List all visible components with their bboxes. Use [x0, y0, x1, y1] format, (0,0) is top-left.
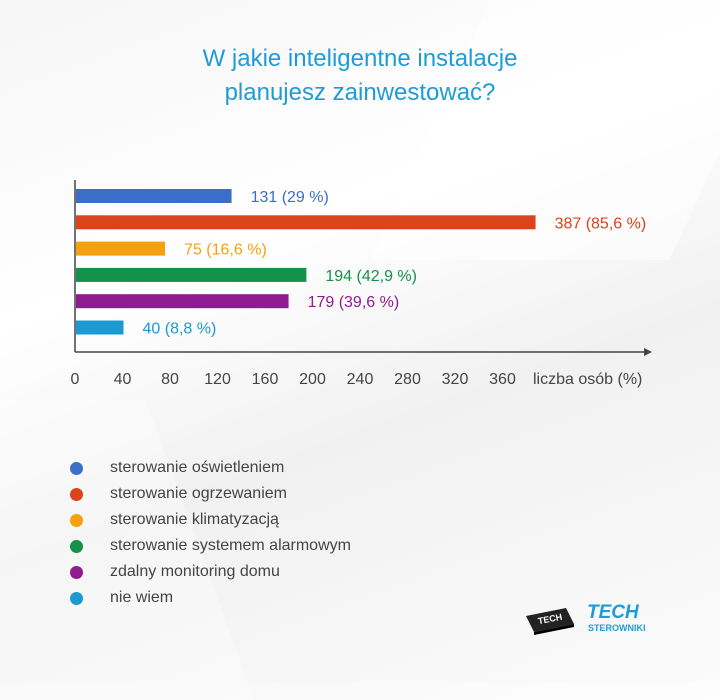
legend-label: zdalny monitoring domu — [110, 563, 280, 580]
x-tick-label: 360 — [489, 371, 516, 388]
x-tick-label: 280 — [394, 371, 421, 388]
legend-item: sterowanie oświetleniem — [70, 455, 351, 481]
chart-title-line-1: W jakie inteligentne instalacje — [202, 45, 518, 72]
legend-color-dot — [70, 591, 83, 605]
chip-icon: TECH — [526, 608, 574, 635]
bar-4 — [76, 294, 289, 309]
chip-text: TECH — [537, 612, 563, 626]
legend-item: zdalny monitoring domu — [70, 559, 351, 585]
legend-item: sterowanie systemem alarmowym — [70, 533, 351, 559]
x-axis-arrow — [644, 348, 652, 356]
x-tick-label: 80 — [161, 371, 179, 388]
bar-value-label-5: 40 (8,8 %) — [143, 321, 217, 338]
legend-color-dot — [70, 487, 83, 501]
legend-label: sterowanie klimatyzacją — [110, 511, 279, 528]
bar-value-label-2: 75 (16,6 %) — [184, 242, 267, 259]
bar-2 — [76, 241, 166, 256]
legend-color-dot — [70, 513, 83, 527]
legend: sterowanie oświetleniem sterowanie ogrzew… — [70, 455, 351, 611]
bar-value-label-3: 194 (42,9 %) — [325, 268, 417, 285]
x-tick-label: 120 — [204, 371, 231, 388]
chart-title: W jakie inteligentne instalacje planujes… — [0, 42, 720, 110]
bars-group — [76, 189, 536, 335]
x-tick-label: 240 — [347, 371, 374, 388]
x-tick-label: 40 — [114, 371, 132, 388]
legend-item: sterowanie klimatyzacją — [70, 507, 351, 533]
legend-color-dot — [70, 539, 83, 553]
legend-label: sterowanie ogrzewaniem — [110, 485, 287, 502]
brand-text: TECH — [587, 602, 640, 623]
legend-item: sterowanie ogrzewaniem — [70, 481, 351, 507]
bar-3 — [76, 267, 307, 282]
x-ticks-group: 0 40 80 120 160 200 240 280 320 360 — [71, 371, 516, 388]
bar-value-label-1: 387 (85,6 %) — [555, 215, 647, 232]
bar-5 — [76, 320, 124, 335]
legend-label: sterowanie systemem alarmowym — [110, 537, 351, 554]
legend-label: sterowanie oświetleniem — [110, 459, 285, 476]
bar-value-label-0: 131 (29 %) — [251, 189, 329, 206]
x-tick-label: 200 — [299, 371, 326, 388]
legend-color-dot — [70, 565, 83, 579]
value-labels-group: 131 (29 %) 387 (85,6 %) 75 (16,6 %) 194 (42… — [143, 189, 647, 338]
chart-title-line-2: planujesz zainwestować? — [224, 79, 496, 106]
bar-value-label-4: 179 (39,6 %) — [308, 294, 400, 311]
legend-item: nie wiem — [70, 585, 351, 611]
bar-0 — [76, 189, 232, 203]
legend-label: nie wiem — [110, 589, 174, 606]
legend-color-dot — [70, 461, 83, 475]
bar-chart: 131 (29 %) 387 (85,6 %) 75 (16,6 %) 194 (42… — [71, 180, 652, 388]
x-tick-label: 320 — [442, 371, 469, 388]
x-tick-label: 160 — [252, 371, 279, 388]
bar-1 — [76, 215, 536, 230]
x-axis-label: liczba osób (%) — [533, 371, 642, 388]
tech-sterowniki-logo: TECH TECH STEROWNIKI — [526, 602, 646, 635]
brand-subtext: STEROWNIKI — [588, 623, 646, 633]
x-tick-label: 0 — [71, 371, 80, 388]
